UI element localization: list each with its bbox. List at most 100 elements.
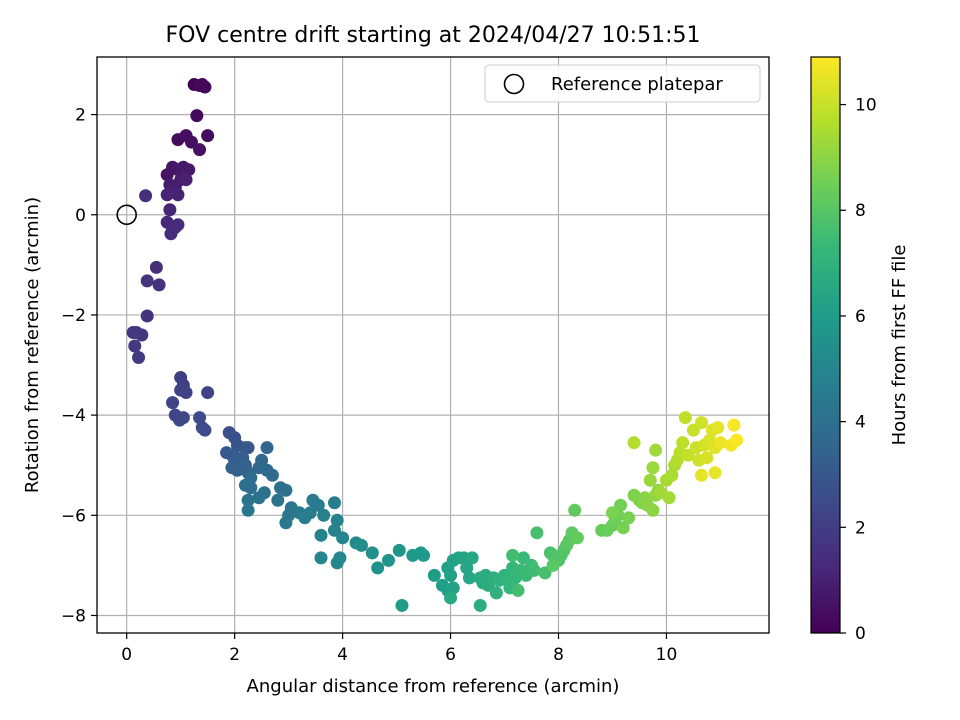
data-point [371,561,385,575]
data-point [163,203,177,217]
legend-label: Reference platepar [551,74,723,95]
data-point [179,173,193,187]
data-point [173,413,187,427]
data-point [365,546,379,560]
legend: Reference platepar [484,64,761,103]
data-point [201,386,215,400]
data-point [695,416,709,430]
data-point [140,309,154,323]
data-point [190,109,204,123]
y-tick-label: −2 [61,306,86,326]
data-point [511,583,525,597]
x-tick-label: 10 [656,645,678,665]
data-point [568,503,582,517]
data-point [201,129,215,143]
data-point [260,441,274,455]
x-tick-label: 0 [121,645,132,665]
data-point [695,468,709,482]
data-point [444,568,458,582]
x-axis-label: Angular distance from reference (arcmin) [247,676,620,697]
data-point [622,511,636,525]
data-point [271,493,285,507]
data-point [417,548,431,562]
x-tick-label: 4 [337,645,348,665]
colorbar-tick-label: 0 [855,624,866,644]
colorbar-tick-label: 8 [855,201,866,221]
data-point [152,278,166,292]
x-tick-label: 6 [445,645,456,665]
data-point [265,468,279,482]
data-point [182,163,196,177]
data-point [241,441,255,455]
data-point [314,551,328,565]
data-point [646,503,660,517]
y-tick-label: −4 [61,406,86,426]
data-point [711,421,725,435]
data-point [160,188,174,202]
data-point [713,436,727,450]
data-point [676,436,690,450]
data-point [708,466,722,480]
y-axis-label: Rotation from reference (arcmin) [22,197,43,493]
data-point [327,496,341,510]
data-point [314,528,328,542]
data-point [193,411,207,425]
data-point [605,506,619,520]
data-point [649,443,663,457]
data-point [354,538,368,552]
colorbar-gradient [810,56,841,634]
data-point [330,556,344,570]
data-point [179,386,193,400]
plot-frame [96,56,770,634]
data-point [665,468,679,482]
data-point [164,227,178,241]
data-point [241,503,255,517]
y-tick-label: −8 [61,606,86,626]
data-point [727,418,741,432]
legend-marker [503,73,525,95]
data-point [465,551,479,565]
data-point [140,274,154,288]
reference-point [116,204,137,226]
x-axis-ticks: 0 2 4 6 8 10 [121,633,677,665]
data-point [241,493,255,507]
data-point [444,591,458,605]
chart-title: FOV centre drift starting at 2024/04/27 … [166,23,701,48]
data-point [616,521,630,535]
y-axis-ticks: −8 −6 −4 −2 0 2 [61,106,97,626]
data-point [530,526,544,540]
colorbar: 0 2 4 6 8 10 Hours from first FF file [810,56,910,644]
data-point [198,423,212,437]
data-point [298,511,312,525]
data-point [166,396,180,410]
data-point [317,508,331,522]
data-point [171,188,185,202]
data-point [392,543,406,557]
data-point [700,451,714,465]
data-point [244,481,258,495]
data-point [460,561,474,575]
data-point [546,558,560,572]
colorbar-label: Hours from first FF file [889,245,910,446]
data-point [230,463,244,477]
colorbar-tick-label: 10 [855,96,877,116]
data-point [381,553,395,567]
data-point [193,143,207,157]
data-point [570,531,584,545]
data-point [132,351,146,365]
data-point [279,483,293,497]
colorbar-tick-label: 6 [855,307,866,327]
y-tick-label: −6 [61,506,86,526]
data-point [330,513,344,527]
data-point [462,571,476,585]
data-point [678,411,692,425]
data-point [149,260,163,274]
data-point [627,436,641,450]
data-point [193,79,207,93]
data-point [730,433,744,447]
data-point [527,563,541,577]
data-point [646,461,660,475]
legend-box [484,64,761,103]
data-point [643,473,657,487]
